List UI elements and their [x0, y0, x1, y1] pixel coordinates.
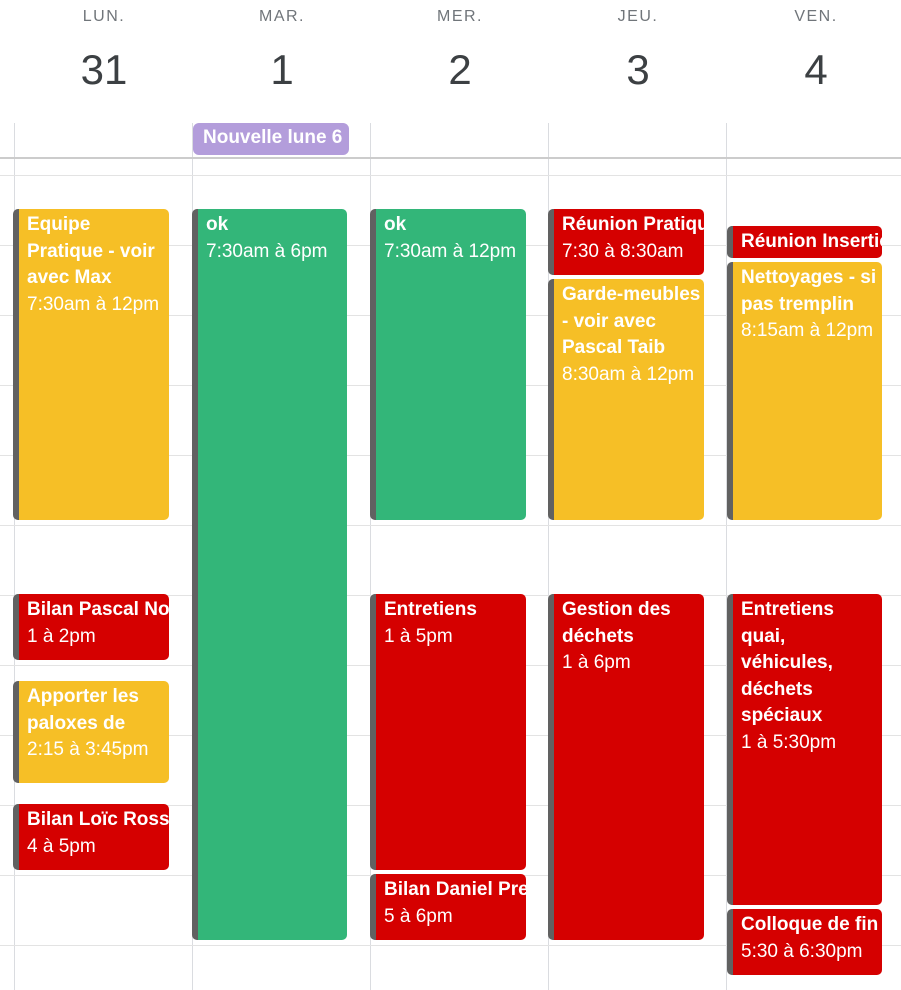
- event-time: 1 à 2pm: [27, 625, 96, 647]
- event[interactable]: Garde-meubles - voir avec Pascal Taib 8:…: [548, 279, 704, 520]
- all-day-event[interactable]: Nouvelle lune 6: [193, 123, 349, 155]
- column-divider: [548, 123, 549, 990]
- event-time: 7:30am à 12pm: [27, 293, 160, 315]
- column-divider: [726, 123, 727, 990]
- event-title: Gestion des déchets: [562, 599, 671, 647]
- event-time: 7:30am à 6pm: [206, 240, 328, 262]
- day-number[interactable]: 1: [270, 46, 294, 93]
- event-title: Réunion Pratiqu: [562, 214, 704, 235]
- event-title: Bilan Pascal No: [27, 599, 169, 620]
- event[interactable]: Colloque de fin 5:30 à 6:30pm: [727, 909, 882, 975]
- hour-line: [0, 175, 901, 176]
- event-time: 1 à 5pm: [384, 625, 453, 647]
- event[interactable]: Nettoyages - si pas tremplin 8:15am à 12…: [727, 262, 882, 520]
- event[interactable]: Bilan Pascal No 1 à 2pm: [13, 594, 169, 660]
- day-number[interactable]: 3: [626, 46, 650, 93]
- day-of-week: JEU.: [617, 8, 659, 25]
- event[interactable]: Bilan Daniel Pre 5 à 6pm: [370, 874, 526, 940]
- event[interactable]: Gestion des déchets 1 à 6pm: [548, 594, 704, 940]
- day-of-week: LUN.: [82, 8, 126, 25]
- event[interactable]: Apporter les paloxes de 2:15 à 3:45pm: [13, 681, 169, 783]
- event-time: 5:30 à 6:30pm: [741, 940, 863, 962]
- event-time: 1 à 5:30pm: [741, 731, 837, 753]
- event[interactable]: Equipe Pratique - voir avec Max 7:30am à…: [13, 209, 169, 520]
- event[interactable]: Bilan Loïc Rosse 4 à 5pm: [13, 804, 169, 870]
- event-title: Nouvelle lune 6: [203, 127, 343, 148]
- day-of-week: MAR.: [259, 8, 305, 25]
- event-time: 7:30am à 12pm: [384, 240, 517, 262]
- event-time: 7:30 à 8:30am: [562, 240, 684, 262]
- event-title: Réunion Insertio: [741, 231, 882, 252]
- event-title: Colloque de fin: [741, 914, 879, 935]
- day-of-week: MER.: [437, 8, 483, 25]
- event[interactable]: ok 7:30am à 6pm: [192, 209, 347, 940]
- event[interactable]: Entretiens quai, véhicules, déchets spéc…: [727, 594, 882, 905]
- event-title: Entretiens: [384, 599, 477, 620]
- event-title: Garde-meubles - voir avec Pascal Taib: [562, 284, 701, 358]
- event-time: 8:30am à 12pm: [562, 363, 695, 385]
- hour-line: [0, 525, 901, 526]
- day-number[interactable]: 4: [804, 46, 828, 93]
- event[interactable]: Réunion Pratiqu 7:30 à 8:30am: [548, 209, 704, 275]
- all-day-separator: [0, 157, 901, 159]
- event-title: Bilan Loïc Rosse: [27, 809, 169, 830]
- event[interactable]: ok 7:30am à 12pm: [370, 209, 526, 520]
- event-time: 5 à 6pm: [384, 905, 453, 927]
- event-title: Apporter les paloxes de: [27, 686, 139, 734]
- day-of-week: VEN.: [794, 8, 838, 25]
- column-divider: [14, 123, 15, 990]
- event[interactable]: Réunion Insertio: [727, 226, 882, 258]
- event-title: ok: [206, 214, 229, 235]
- event-time: 4 à 5pm: [27, 835, 96, 857]
- event[interactable]: Entretiens 1 à 5pm: [370, 594, 526, 870]
- event-title: Entretiens quai, véhicules, déchets spéc…: [741, 599, 834, 726]
- event-title: ok: [384, 214, 407, 235]
- column-divider: [370, 123, 371, 990]
- event-time: 8:15am à 12pm: [741, 320, 874, 341]
- event-time: 2:15 à 3:45pm: [27, 739, 149, 760]
- event-time: 1 à 6pm: [562, 652, 631, 673]
- hour-line: [0, 945, 901, 946]
- day-number[interactable]: 2: [448, 46, 472, 93]
- event-title: Nettoyages - si pas tremplin: [741, 267, 877, 315]
- event-title: Equipe Pratique - voir avec Max: [27, 214, 155, 288]
- day-number[interactable]: 31: [80, 46, 128, 93]
- event-title: Bilan Daniel Pre: [384, 879, 526, 900]
